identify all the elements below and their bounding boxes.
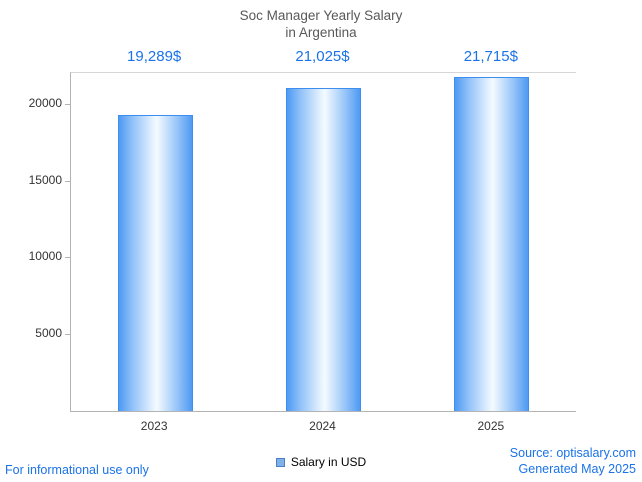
bar-value-label: 21,715$ <box>463 48 518 65</box>
x-tick-label: 2025 <box>477 419 505 433</box>
bar-value-label: 19,289$ <box>127 48 182 65</box>
generated-date: Generated May 2025 <box>518 462 636 476</box>
y-tick-mark <box>65 180 71 182</box>
y-tick-label: 20000 <box>28 95 62 110</box>
y-tick-label: 10000 <box>28 249 62 264</box>
plot-area <box>65 72 576 412</box>
x-tick-label: 2023 <box>140 419 168 433</box>
y-tick-mark <box>65 103 71 105</box>
chart-title-line2: in Argentina <box>285 25 357 40</box>
source-block: Source: optisalary.com Generated May 202… <box>510 445 636 477</box>
chart-title: Soc Manager Yearly Salary in Argentina <box>0 7 642 41</box>
source-link[interactable]: Source: optisalary.com <box>509 446 636 460</box>
chart-title-line1: Soc Manager Yearly Salary <box>239 8 403 23</box>
y-tick-label: 15000 <box>28 172 62 187</box>
disclaimer-text: For informational use only <box>5 463 149 477</box>
legend: Salary in USD <box>0 455 642 469</box>
y-tick-mark <box>65 257 71 259</box>
legend-label: Salary in USD <box>290 455 367 469</box>
bar-value-label: 21,025$ <box>295 48 350 65</box>
y-tick-label: 5000 <box>35 326 62 341</box>
bar-2024 <box>286 87 361 411</box>
legend-marker-icon <box>275 457 285 467</box>
bar-2023 <box>117 114 193 411</box>
y-tick-mark <box>65 334 71 336</box>
bar-2025 <box>454 77 530 411</box>
x-tick-label: 2024 <box>309 419 336 433</box>
